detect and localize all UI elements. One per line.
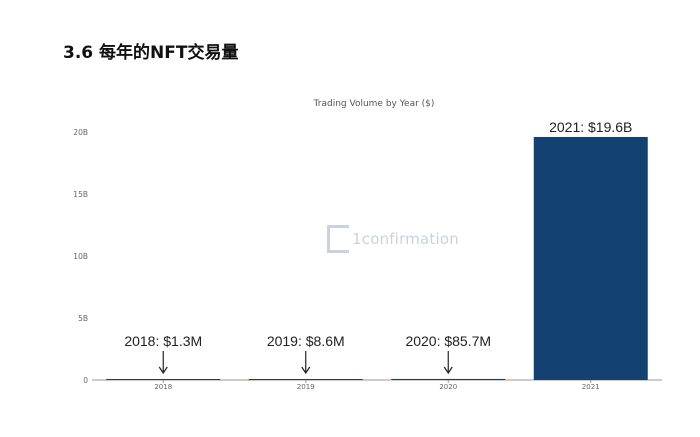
bar <box>533 136 648 380</box>
watermark-text: 1confirmation <box>352 230 459 248</box>
chart-title: Trading Volume by Year ($) <box>313 99 435 109</box>
data-label: 2019: $8.6M <box>267 333 345 349</box>
x-tick-label: 2020 <box>439 383 457 391</box>
y-tick-label: 15B <box>73 190 88 199</box>
bar <box>391 378 506 380</box>
arrow-head <box>301 366 311 375</box>
x-tick-label: 2019 <box>297 383 315 391</box>
watermark-logo: 1confirmation <box>327 222 459 256</box>
bar <box>106 379 221 380</box>
x-tick-label: 2021 <box>582 383 600 391</box>
y-tick-label: 10B <box>73 252 88 261</box>
arrow-head <box>158 366 168 375</box>
y-tick-label: 0 <box>83 376 88 385</box>
bar <box>248 379 363 380</box>
x-tick-label: 2018 <box>154 383 172 391</box>
watermark-bracket-icon <box>327 225 349 253</box>
y-tick-label: 5B <box>78 314 88 323</box>
data-label: 2020: $85.7M <box>405 333 491 349</box>
arrow-head <box>443 366 453 375</box>
data-label: 2021: $19.6B <box>549 119 632 135</box>
y-tick-label: 20B <box>73 128 88 137</box>
section-title: 3.6 每年的NFT交易量 <box>63 43 239 63</box>
data-label: 2018: $1.3M <box>124 333 202 349</box>
